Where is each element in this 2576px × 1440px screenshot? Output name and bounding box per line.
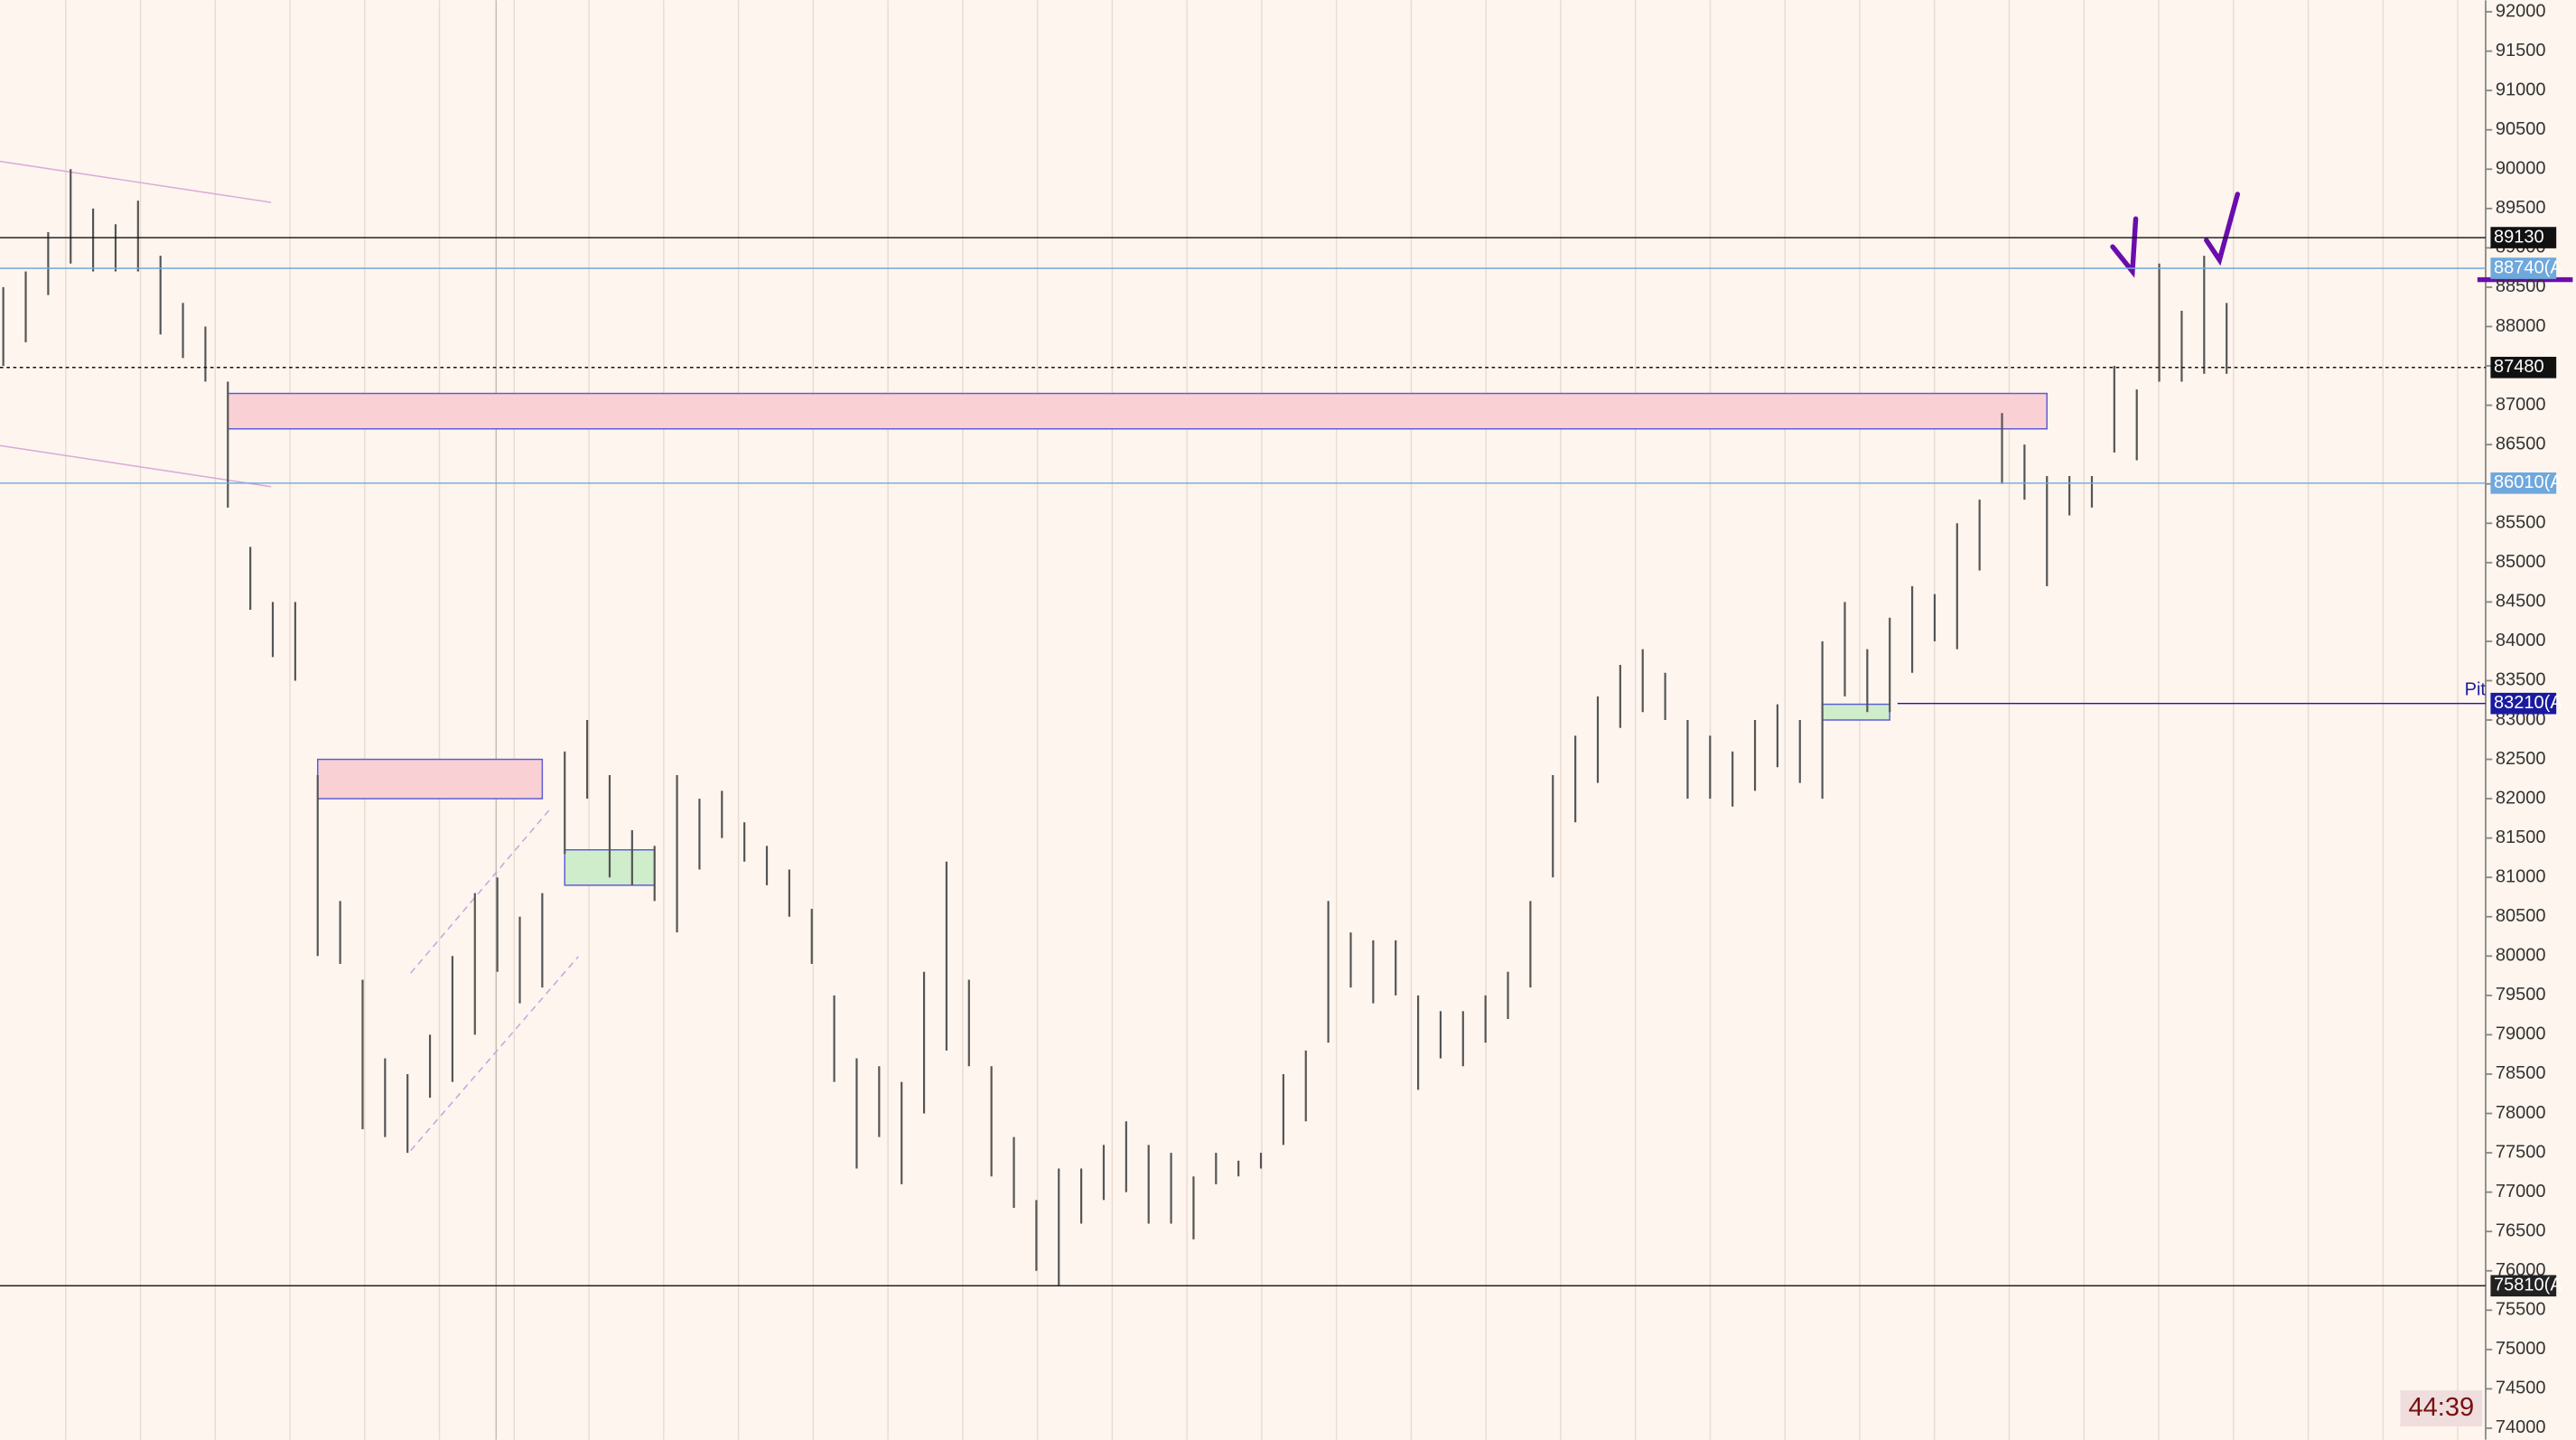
y-tick-label: 81500 bbox=[2496, 828, 2546, 847]
trend-line bbox=[0, 160, 272, 203]
level-label-box bbox=[2490, 692, 2557, 715]
y-tick-label: 90000 bbox=[2496, 159, 2546, 179]
y-tick-label: 74000 bbox=[2496, 1417, 2546, 1437]
y-tick-label: 85000 bbox=[2496, 552, 2546, 572]
y-tick-label: 82500 bbox=[2496, 749, 2546, 769]
timer-box bbox=[2400, 1390, 2483, 1427]
level-label: 87480 bbox=[2494, 357, 2544, 377]
y-tick-label: 87000 bbox=[2496, 395, 2546, 415]
y-tick-label: 91000 bbox=[2496, 79, 2546, 99]
y-tick-label: 92000 bbox=[2496, 1, 2546, 21]
y-tick-label: 84500 bbox=[2496, 592, 2546, 612]
y-tick-label: 76500 bbox=[2496, 1220, 2546, 1240]
level-label-box bbox=[2490, 356, 2557, 379]
annotation-check bbox=[2110, 216, 2139, 278]
timer: 44:39 bbox=[2408, 1393, 2474, 1422]
annotation-check bbox=[2204, 192, 2241, 266]
y-tick-label: 81000 bbox=[2496, 866, 2546, 886]
level-label: 75810(A bbox=[2494, 1276, 2562, 1295]
zone bbox=[317, 758, 544, 799]
level-label: 89130 bbox=[2494, 227, 2544, 247]
y-tick-label: 88000 bbox=[2496, 316, 2546, 336]
y-tick-label: 82000 bbox=[2496, 788, 2546, 808]
channel-line bbox=[410, 808, 551, 974]
y-tick-label: 88500 bbox=[2496, 276, 2546, 296]
channel-line bbox=[410, 956, 579, 1152]
y-tick-label: 80500 bbox=[2496, 906, 2546, 926]
zone bbox=[1821, 703, 1890, 721]
y-tick-label: 79500 bbox=[2496, 985, 2546, 1005]
level-label: 86010(A bbox=[2494, 472, 2562, 492]
y-tick-label: 83000 bbox=[2496, 709, 2546, 729]
y-tick-label: 77000 bbox=[2496, 1182, 2546, 1202]
y-tick-label: 75000 bbox=[2496, 1339, 2546, 1359]
level-label-box bbox=[2490, 1275, 2557, 1297]
level-label-box bbox=[2490, 257, 2557, 279]
level-note: Pit bbox=[2465, 680, 2487, 700]
y-tick-label: 86500 bbox=[2496, 434, 2546, 454]
level-label: 88740(A bbox=[2494, 257, 2562, 277]
level-label-box bbox=[2490, 227, 2557, 248]
y-tick-label: 90500 bbox=[2496, 119, 2546, 139]
y-tick-label: 79000 bbox=[2496, 1024, 2546, 1044]
y-tick-label: 80000 bbox=[2496, 946, 2546, 966]
y-tick-label: 89500 bbox=[2496, 198, 2546, 218]
y-tick-label: 91500 bbox=[2496, 41, 2546, 61]
level-label: 83210(A bbox=[2494, 693, 2562, 713]
y-tick-label: 75500 bbox=[2496, 1300, 2546, 1320]
zone bbox=[227, 392, 2048, 430]
y-tick-label: 85500 bbox=[2496, 513, 2546, 533]
y-tick-label: 83500 bbox=[2496, 670, 2546, 690]
y-tick-label: 77500 bbox=[2496, 1142, 2546, 1162]
y-tick-label: 78500 bbox=[2496, 1063, 2546, 1083]
y-tick-label: 78000 bbox=[2496, 1103, 2546, 1123]
y-tick-label: 74500 bbox=[2496, 1379, 2546, 1398]
trend-line bbox=[0, 444, 272, 488]
level-label-box bbox=[2490, 472, 2557, 494]
y-tick-label: 84000 bbox=[2496, 631, 2546, 650]
